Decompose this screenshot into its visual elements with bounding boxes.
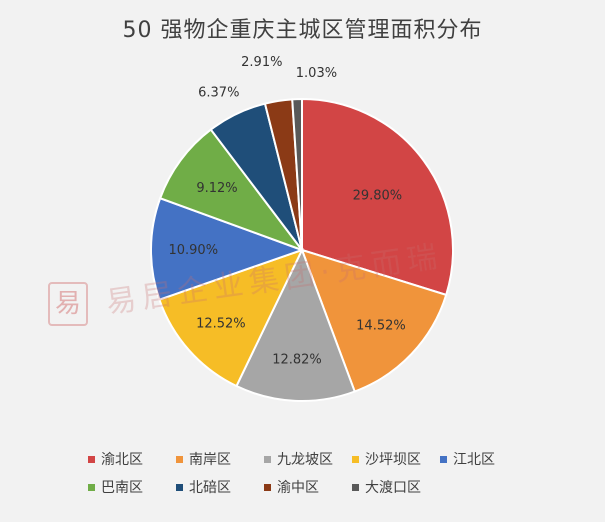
legend-swatch	[88, 455, 95, 463]
pie-slices	[150, 97, 454, 402]
legend-item: 渝中区	[264, 477, 352, 497]
legend-swatch	[352, 455, 359, 463]
legend-label: 南岸区	[189, 452, 231, 468]
legend-label: 江北区	[453, 452, 495, 468]
legend-label: 渝中区	[277, 480, 319, 496]
legend-swatch	[440, 455, 447, 463]
legend-label: 渝北区	[101, 452, 143, 468]
legend-label: 大渡口区	[365, 480, 421, 496]
legend-swatch	[176, 483, 183, 491]
legend-swatch	[176, 455, 183, 463]
slice-value-label: 10.90%	[168, 243, 218, 258]
legend-row: 巴南区 北碚区 渝中区 大渡口区	[88, 473, 568, 501]
legend-item: 沙坪坝区	[352, 449, 440, 469]
legend-label: 北碚区	[189, 480, 231, 496]
legend-item: 巴南区	[88, 477, 176, 497]
pie-slice-4	[158, 248, 304, 388]
chart-title: 50 强物企重庆主城区管理面积分布	[122, 18, 483, 43]
legend-swatch	[264, 483, 271, 491]
pie-slice-9	[291, 97, 303, 251]
legend-item: 大渡口区	[352, 477, 440, 497]
slice-value-label: 12.52%	[196, 316, 246, 331]
legend-swatch	[88, 483, 95, 491]
slice-value-label: 14.52%	[356, 319, 406, 334]
legend-label: 九龙坡区	[277, 452, 333, 468]
slice-value-label: 9.12%	[196, 181, 237, 196]
slice-value-label: 12.82%	[272, 353, 322, 368]
slice-value-label: 1.03%	[296, 66, 337, 81]
legend-item: 渝北区	[88, 449, 176, 469]
legend-item: 南岸区	[176, 449, 264, 469]
pie-labels: 29.80% 14.52% 12.82% 12.52% 10.90% 9.12% 6.37%…	[168, 55, 405, 368]
slice-value-label: 29.80%	[353, 189, 403, 204]
legend-item: 九龙坡区	[264, 449, 352, 469]
pie-slice-2	[300, 248, 448, 393]
slice-value-label: 6.37%	[198, 86, 239, 101]
legend: 渝北区 南岸区 九龙坡区 沙坪坝区 江北区 巴南区 北碚区 渝中区 大渡口区	[88, 445, 568, 501]
legend-item: 江北区	[440, 449, 528, 469]
pie-slice-1	[301, 97, 454, 297]
legend-label: 巴南区	[101, 480, 143, 496]
legend-label: 沙坪坝区	[365, 452, 421, 468]
pie-slice-5	[150, 196, 305, 301]
pie-slice-3	[235, 247, 357, 402]
legend-item: 北碚区	[176, 477, 264, 497]
legend-swatch	[264, 455, 271, 463]
pie-slice-6	[158, 128, 305, 253]
legend-row: 渝北区 南岸区 九龙坡区 沙坪坝区 江北区	[88, 445, 568, 473]
slice-value-label: 2.91%	[241, 55, 282, 70]
legend-swatch	[352, 483, 359, 491]
